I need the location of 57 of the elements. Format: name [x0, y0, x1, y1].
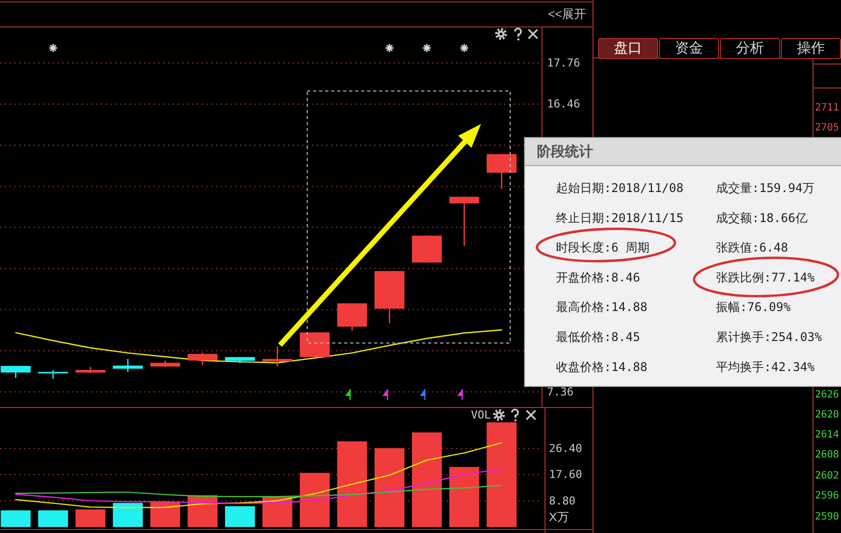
text: 2608 [815, 450, 840, 460]
chart-title: VOL [471, 408, 492, 422]
text: 2705 [815, 122, 840, 134]
y-axis-title: X万 [549, 510, 570, 524]
y-tick-label: 17.60 [549, 468, 582, 482]
text: 2614 [815, 430, 840, 440]
bar [374, 448, 404, 527]
bar [76, 509, 106, 527]
text: 收盘价格:14.88 [556, 360, 648, 374]
text: 阶段统计 [537, 143, 593, 160]
candlestick [112, 358, 143, 373]
text: 最高价格:14.88 [556, 300, 648, 314]
text: 2711 [815, 102, 840, 114]
text: 振幅:76.09% [716, 300, 792, 314]
candlestick [262, 346, 292, 368]
bar [486, 422, 517, 527]
bar [112, 502, 143, 527]
text: 成交量:159.94万 [716, 181, 815, 195]
bar [38, 510, 68, 527]
text: 平均换手:42.34% [716, 360, 816, 374]
text: 盘口 [614, 40, 642, 56]
text: 2590 [815, 512, 840, 522]
text: 终止日期:2018/11/15 [556, 210, 684, 225]
line-series [15, 329, 502, 364]
text: 2596 [815, 490, 840, 502]
bar [225, 506, 255, 527]
text: 累计换手:254.03% [716, 330, 823, 344]
text: 2626 [815, 390, 840, 400]
bar [0, 510, 31, 527]
line-series [15, 468, 502, 504]
text: 起始日期:2018/11/08 [556, 181, 684, 195]
line-series [15, 484, 502, 498]
text: 张跌值:6.48 [716, 240, 788, 255]
text: 最低价格:8.45 [556, 330, 640, 344]
y-tick-label: 17.76 [547, 56, 580, 70]
y-tick-label: 8.80 [549, 494, 576, 508]
text: 2602 [815, 470, 840, 482]
bar [262, 496, 292, 527]
bar [188, 495, 218, 527]
text: 分析 [736, 40, 764, 56]
bar [449, 466, 480, 527]
text: 开盘价格:8.46 [556, 270, 640, 284]
line-series [15, 442, 502, 508]
y-tick-label: 16.46 [547, 98, 580, 111]
text: 时段长度:6 周期 [556, 240, 650, 255]
y-tick-label: 7.36 [547, 385, 574, 398]
text: <<展开 [548, 7, 586, 21]
bar [412, 432, 442, 527]
text: 资金 [675, 40, 703, 56]
text: 操作 [797, 40, 825, 56]
bar [300, 472, 330, 527]
bar [337, 441, 368, 527]
bar [150, 502, 180, 527]
text: 成交额:18.66亿 [716, 210, 808, 225]
text: 张跌比例:77.14% [716, 270, 816, 284]
y-tick-label: 26.40 [549, 442, 582, 455]
text: 2620 [815, 410, 840, 420]
